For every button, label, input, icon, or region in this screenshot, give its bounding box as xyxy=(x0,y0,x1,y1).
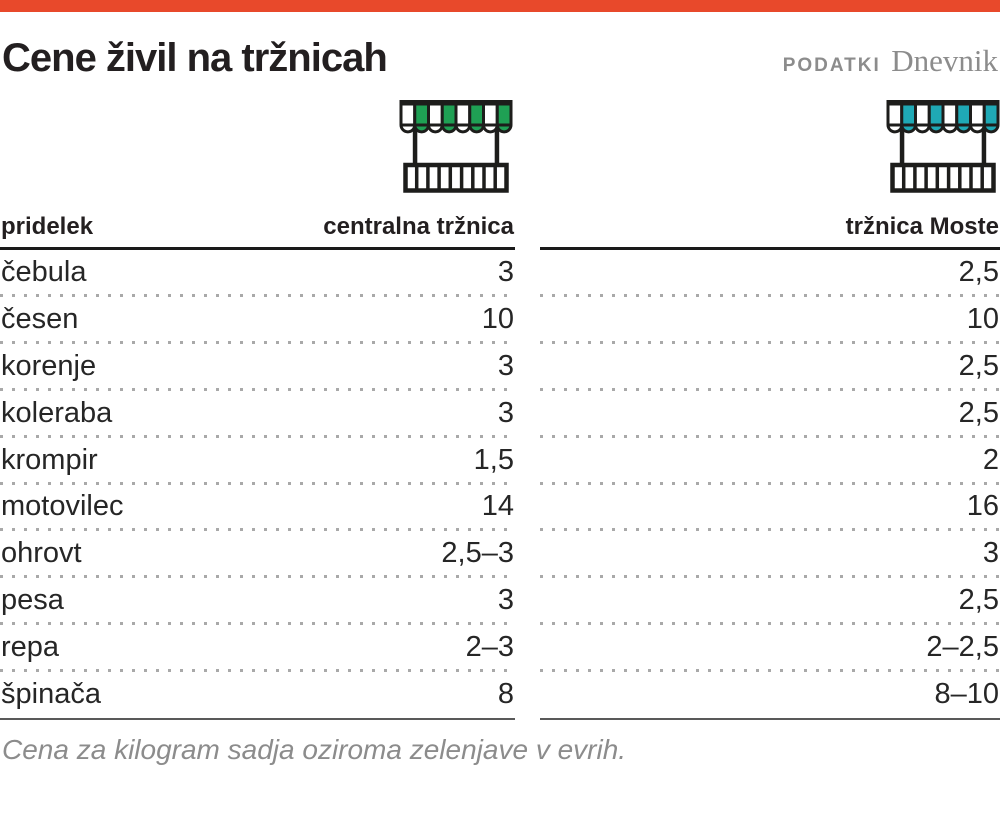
icon-row xyxy=(0,99,515,193)
product-cell: ohrovt xyxy=(1,537,82,570)
price-cell: 14 xyxy=(481,490,514,523)
table-body: 2,5 10 2,5 2,5 2 16 3 2,5 2–2,5 8–10 xyxy=(540,250,1000,720)
table-row: ohrovt 2,5–3 xyxy=(0,530,515,578)
price-cell: 10 xyxy=(481,303,514,336)
price-cell: 2–3 xyxy=(465,630,514,663)
table-row: 3 xyxy=(540,530,1000,578)
price-cell: 8–10 xyxy=(934,677,999,710)
market-stall-icon xyxy=(399,100,513,193)
price-cell: 2,5–3 xyxy=(441,537,514,570)
table-row: špinača 8 xyxy=(0,671,515,718)
table-row: repa 2–3 xyxy=(0,624,515,672)
top-accent-bar xyxy=(0,0,1000,12)
table-header-row: pridelek centralna tržnica xyxy=(0,213,515,250)
price-cell: 2–2,5 xyxy=(926,630,999,663)
table-row: 2–2,5 xyxy=(540,624,1000,672)
product-cell: čebula xyxy=(1,256,87,289)
column-header-market: tržnica Moste xyxy=(845,213,999,240)
table-row: pesa 3 xyxy=(0,577,515,625)
price-cell: 1,5 xyxy=(473,443,514,476)
price-cell: 2,5 xyxy=(958,584,999,617)
price-tables: pridelek centralna tržnica čebula 3 česen 1… xyxy=(0,99,1000,720)
table-row: 2,5 xyxy=(540,343,1000,391)
table-row: motovilec 14 xyxy=(0,484,515,532)
product-cell: korenje xyxy=(1,350,97,383)
table-row: 10 xyxy=(540,296,1000,344)
product-cell: česen xyxy=(1,303,79,336)
source-credit: PODATKI Dnevnik xyxy=(783,43,998,79)
price-cell: 10 xyxy=(966,303,999,336)
price-cell: 3 xyxy=(497,256,514,289)
price-cell: 3 xyxy=(497,396,514,429)
price-cell: 2 xyxy=(982,443,999,476)
price-cell: 2,5 xyxy=(958,256,999,289)
table-row: česen 10 xyxy=(0,296,515,344)
table-row: krompir 1,5 xyxy=(0,437,515,485)
table-trznica-moste: tržnica Moste 2,5 10 2,5 2,5 2 16 3 2,5 2–2,5 8–1… xyxy=(540,99,1000,720)
price-cell: 2,5 xyxy=(958,396,999,429)
price-cell: 8 xyxy=(497,677,514,710)
product-cell: krompir xyxy=(1,443,98,476)
product-cell: pesa xyxy=(1,584,64,617)
page-title: Cene živil na tržnicah xyxy=(2,36,388,80)
footnote: Cena za kilogram sadja oziroma zelenjave… xyxy=(2,733,627,765)
table-row: 2 xyxy=(540,437,1000,485)
masthead: Cene živil na tržnicah PODATKI Dnevnik xyxy=(0,12,1000,79)
product-cell: koleraba xyxy=(1,396,113,429)
source-name: Dnevnik xyxy=(891,43,998,78)
product-cell: motovilec xyxy=(1,490,124,523)
table-row: korenje 3 xyxy=(0,343,515,391)
table-body: čebula 3 česen 10 korenje 3 koleraba 3 krompir 1,… xyxy=(0,250,515,720)
table-row: 2,5 xyxy=(540,390,1000,438)
price-cell: 3 xyxy=(497,350,514,383)
column-header-market: centralna tržnica xyxy=(323,213,514,240)
table-row: koleraba 3 xyxy=(0,390,515,438)
column-header-product: pridelek xyxy=(1,213,94,240)
price-cell: 16 xyxy=(966,490,999,523)
table-row: 2,5 xyxy=(540,577,1000,625)
product-cell: repa xyxy=(1,630,60,663)
product-cell: špinača xyxy=(1,677,101,710)
market-stall-icon xyxy=(886,100,1000,193)
table-row: čebula 3 xyxy=(0,250,515,298)
price-cell: 2,5 xyxy=(958,350,999,383)
table-row: 16 xyxy=(540,484,1000,532)
price-cell: 3 xyxy=(497,584,514,617)
icon-row xyxy=(540,99,1000,193)
price-cell: 3 xyxy=(982,537,999,570)
table-header-row: tržnica Moste xyxy=(540,213,1000,250)
table-row: 2,5 xyxy=(540,250,1000,298)
source-label: PODATKI xyxy=(782,55,881,76)
table-row: 8–10 xyxy=(540,671,1000,718)
table-central-trznica: pridelek centralna tržnica čebula 3 česen 1… xyxy=(0,99,515,720)
